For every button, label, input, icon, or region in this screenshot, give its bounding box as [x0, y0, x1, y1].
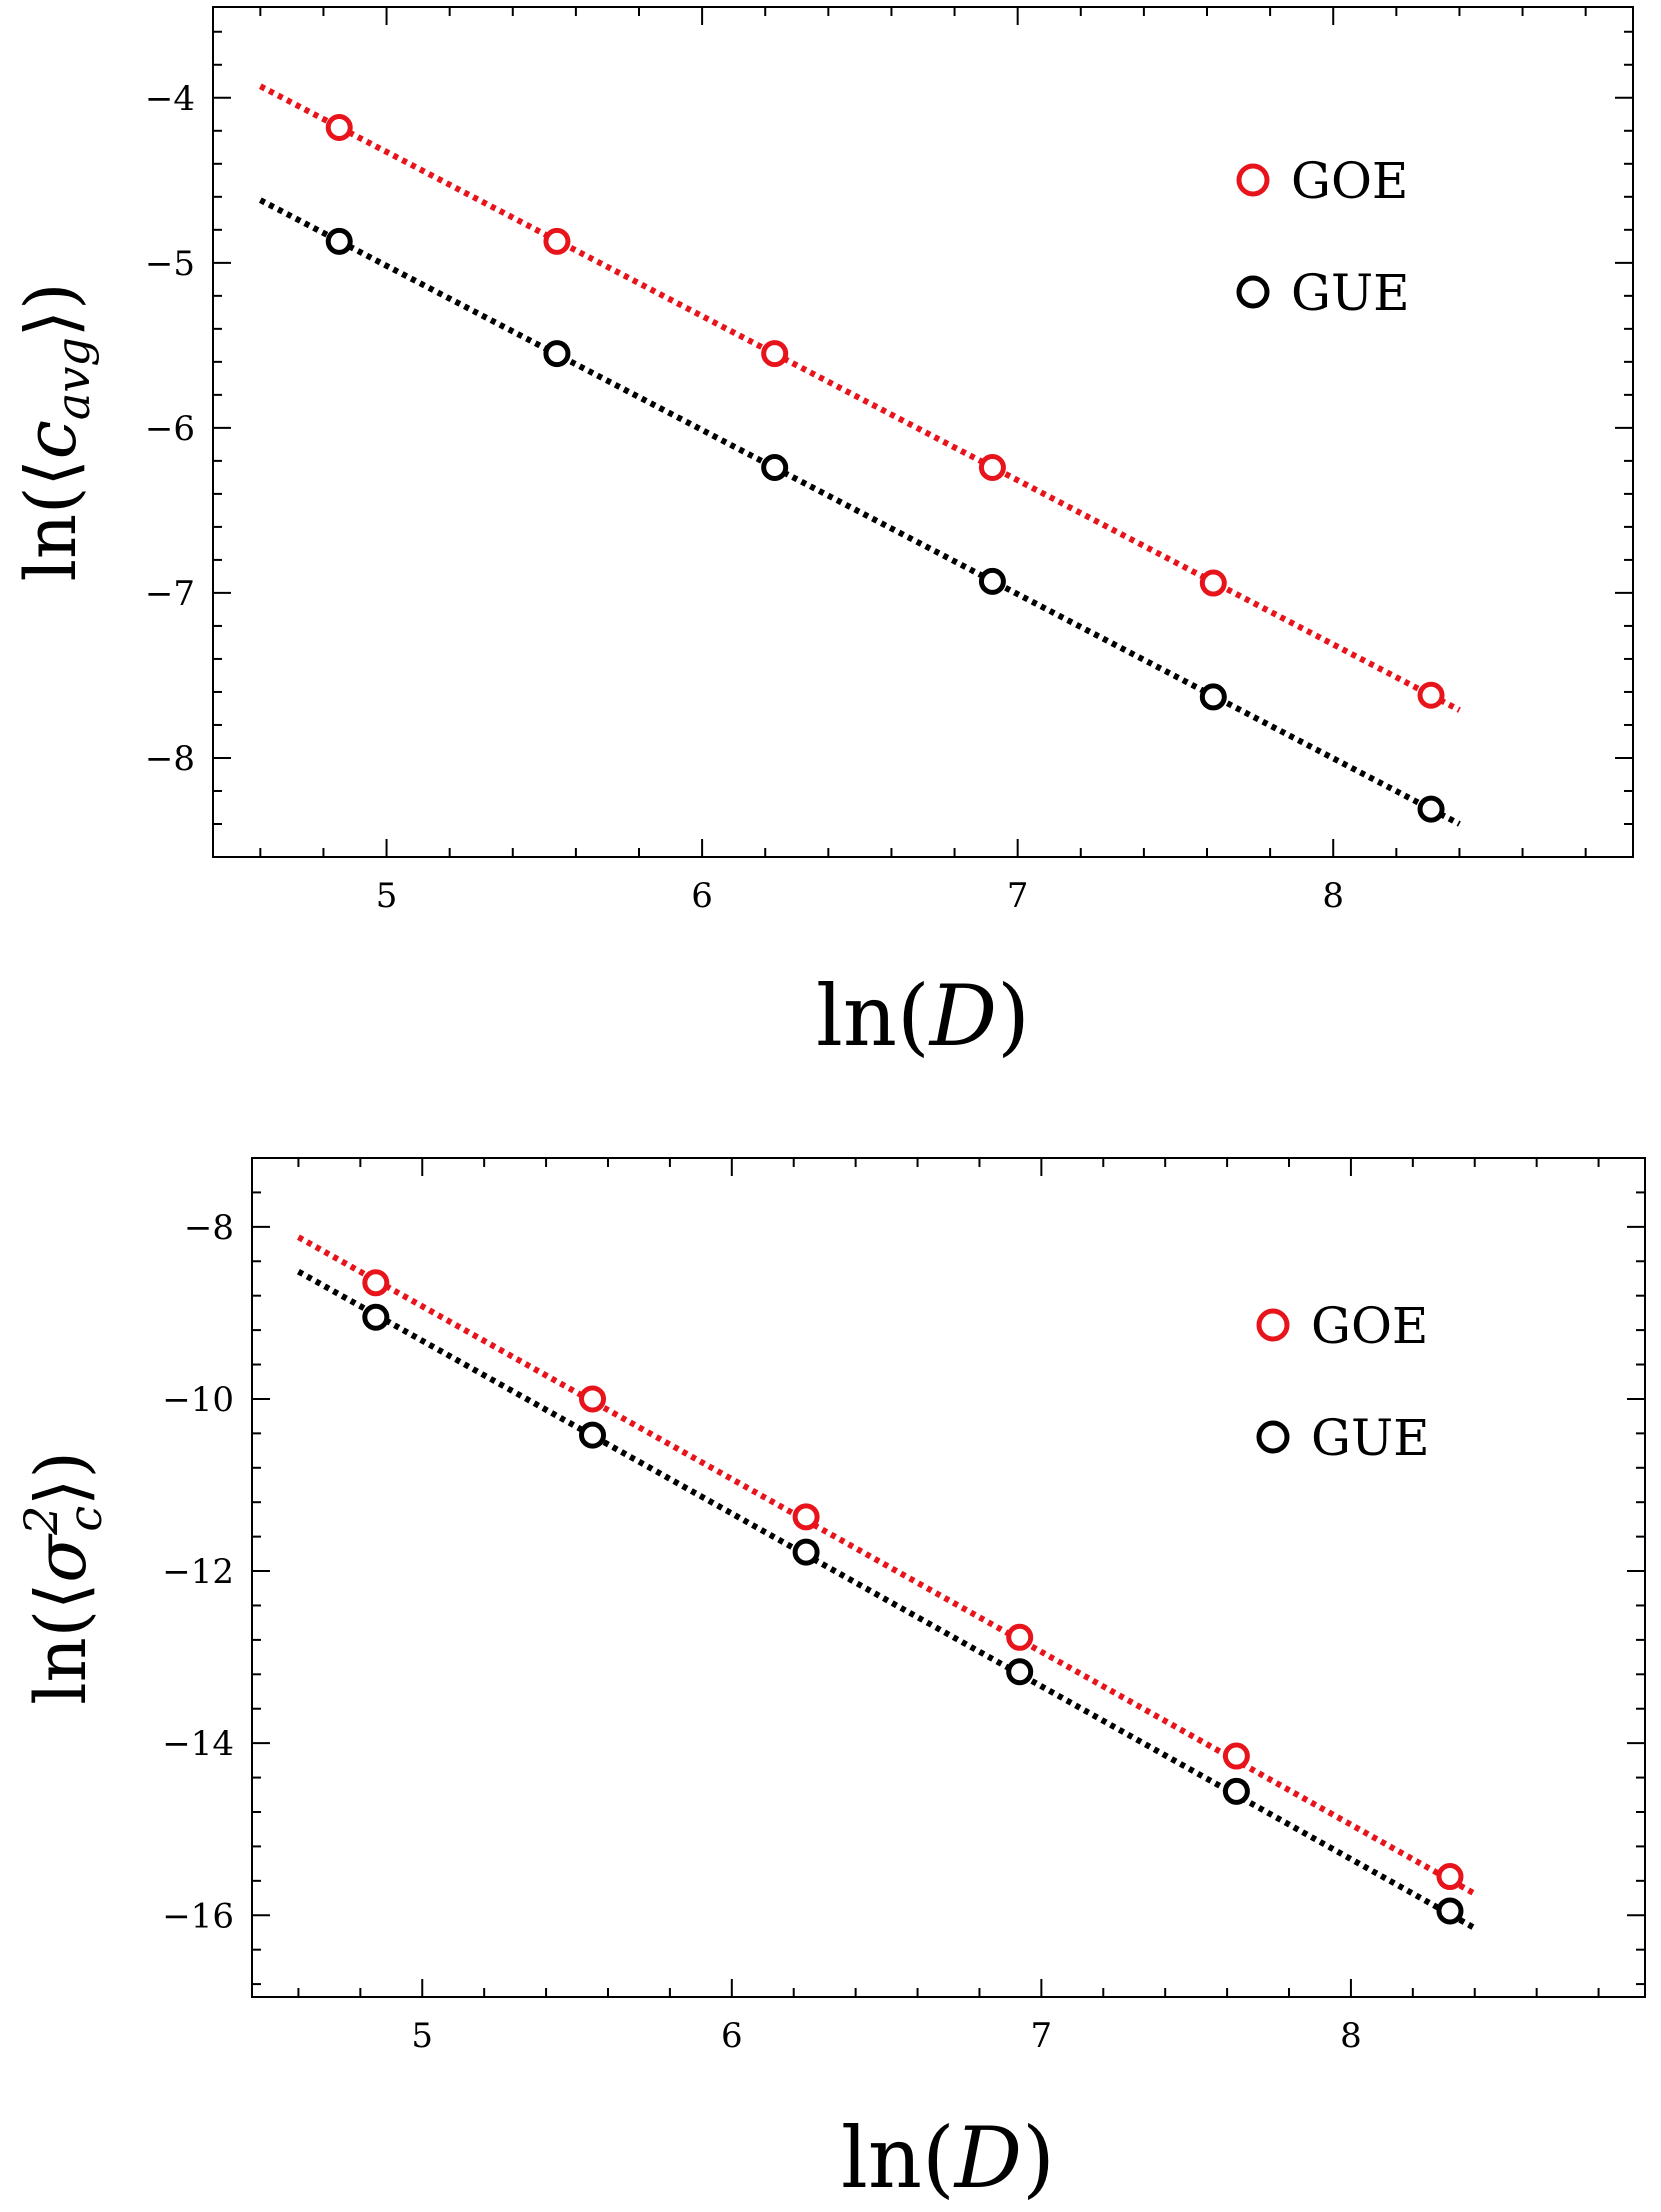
point-gue — [362, 1303, 390, 1331]
fit-line-goe — [296, 1234, 1477, 1897]
fit-lines — [296, 1234, 1477, 1931]
point-goe — [325, 113, 353, 141]
x-tick-label: 6 — [721, 2016, 743, 2056]
y-tick-label: −12 — [162, 1552, 234, 1592]
x-tick-label: 5 — [411, 2016, 433, 2056]
y-tick-label: −8 — [184, 1208, 234, 1248]
legend-label-goe: GOE — [1291, 152, 1408, 210]
x-axis-title: ln(D) — [841, 2109, 1055, 2207]
y-tick-label: −10 — [162, 1380, 234, 1420]
data-points — [362, 1269, 1464, 1925]
fit-line-goe — [258, 83, 1461, 713]
fit-lines — [258, 83, 1461, 827]
y-tick-label: −14 — [162, 1724, 234, 1764]
y-tick-label: −4 — [145, 79, 195, 119]
point-goe — [1417, 681, 1445, 709]
fit-line-gue — [258, 197, 1461, 827]
point-goe — [1436, 1863, 1464, 1891]
point-gue — [1199, 683, 1227, 711]
y-tick-label: −5 — [145, 244, 195, 284]
x-tick-label: 6 — [691, 876, 713, 916]
legend: GOE GUE — [1256, 1297, 1430, 1467]
y-tick-label: −16 — [162, 1896, 234, 1936]
point-gue — [761, 453, 789, 481]
x-tick-label: 7 — [1031, 2016, 1053, 2056]
y-tick-label: −8 — [145, 739, 195, 779]
legend: GOE GUE — [1236, 152, 1410, 322]
legend-marker-gue — [1256, 1420, 1290, 1454]
point-gue — [579, 1421, 607, 1449]
point-gue — [1222, 1777, 1250, 1805]
legend-label-gue: GUE — [1291, 264, 1410, 322]
axis-ticks: 5 6 7 8 −4 −5 −6 −7 −8 — [145, 7, 1633, 916]
point-gue — [978, 567, 1006, 595]
point-goe — [978, 453, 1006, 481]
y-axis-title: ln(⟨σ2c⟩) — [14, 1451, 112, 1705]
y-tick-label: −7 — [145, 574, 195, 614]
plot-frame — [251, 1157, 1646, 1998]
point-gue — [325, 227, 353, 255]
legend-marker-gue — [1236, 275, 1270, 309]
x-tick-label: 8 — [1340, 2016, 1362, 2056]
point-goe — [761, 340, 789, 368]
legend-label-gue: GUE — [1311, 1409, 1430, 1467]
point-goe — [792, 1503, 820, 1531]
point-gue — [543, 340, 571, 368]
x-tick-label: 5 — [376, 876, 398, 916]
fit-line-gue — [296, 1268, 1477, 1931]
point-gue — [1417, 795, 1445, 823]
x-tick-label: 8 — [1322, 876, 1344, 916]
data-points — [325, 113, 1445, 823]
point-goe — [543, 227, 571, 255]
point-goe — [579, 1385, 607, 1413]
axis-ticks: 5 6 7 8 −8 −10 −12 −14 −16 — [162, 1157, 1645, 2056]
point-goe — [362, 1269, 390, 1297]
x-tick-label: 7 — [1007, 876, 1029, 916]
y-axis-title: ln(⟨cavg⟩) — [10, 283, 100, 582]
legend-marker-goe — [1236, 163, 1270, 197]
point-goe — [1199, 569, 1227, 597]
chart-panel-bottom: 5 6 7 8 −8 −10 −12 −14 −16 GOE GUE ln(D) ln(⟨σ2c⟩… — [14, 1157, 1646, 2207]
point-goe — [1222, 1742, 1250, 1770]
point-goe — [1006, 1623, 1034, 1651]
plot-frame — [212, 6, 1634, 858]
legend-marker-goe — [1256, 1308, 1290, 1342]
point-gue — [1436, 1897, 1464, 1925]
x-axis-title: ln(D) — [816, 967, 1030, 1065]
point-gue — [792, 1538, 820, 1566]
point-gue — [1006, 1658, 1034, 1686]
y-tick-label: −6 — [145, 409, 195, 449]
legend-label-goe: GOE — [1311, 1297, 1428, 1355]
chart-panel-top: 5 6 7 8 −4 −5 −6 −7 −8 GOE GUE ln(D) ln(⟨cavg⟩) — [10, 6, 1634, 1065]
